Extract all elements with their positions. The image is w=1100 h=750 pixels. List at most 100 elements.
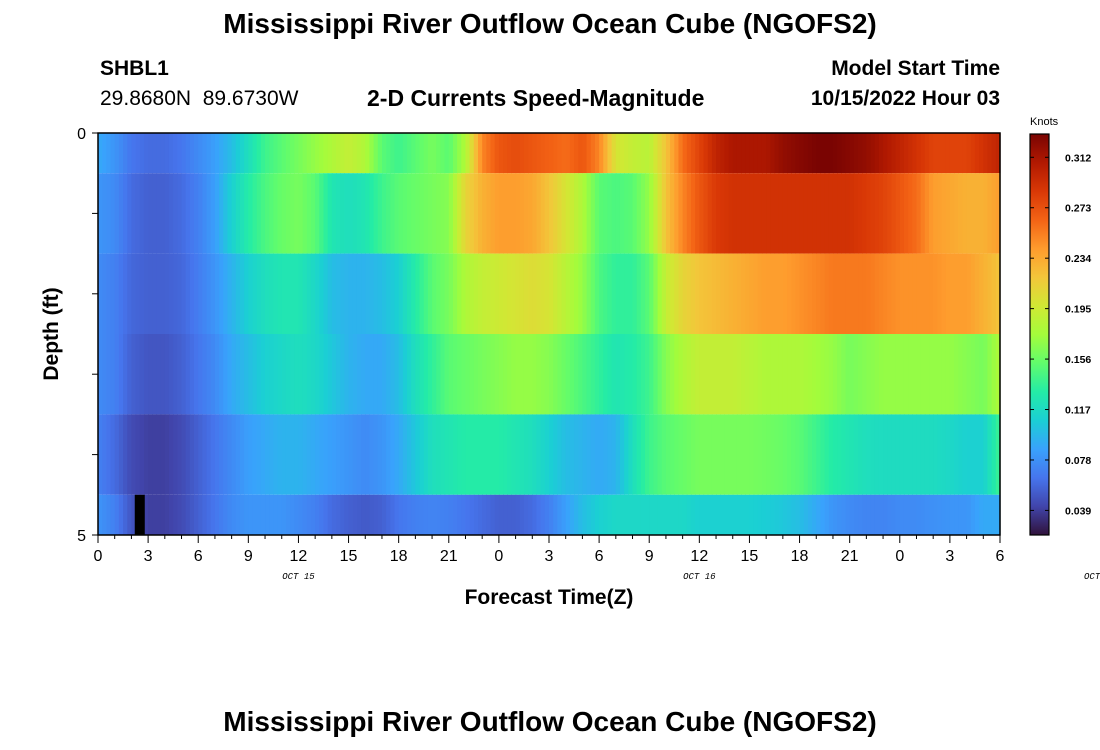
x-tick-label: 0 (494, 548, 503, 565)
heatmap-cell (156, 494, 162, 535)
heatmap-cell (252, 334, 258, 415)
heatmap-cell (473, 414, 479, 495)
heatmap-cell (933, 494, 938, 535)
heatmap-cell (937, 494, 943, 535)
heatmap-cell (327, 334, 333, 415)
heatmap-cell (807, 173, 813, 254)
heatmap-cell (745, 173, 751, 254)
heatmap-cell (954, 173, 959, 254)
heatmap-cell (924, 494, 930, 535)
heatmap-cell (945, 173, 951, 254)
colorbar-tick-label: 0.234 (1065, 253, 1091, 265)
heatmap-cell (461, 334, 467, 415)
heatmap-cell (845, 173, 851, 254)
heatmap-cell (636, 334, 642, 415)
heatmap-cell (991, 494, 997, 535)
heatmap-cell (290, 133, 295, 174)
heatmap-cell (920, 494, 926, 535)
heatmap-cell (407, 133, 412, 174)
heatmap-cell (498, 133, 504, 174)
heatmap-cell (699, 414, 705, 495)
heatmap-cell (832, 414, 838, 495)
heatmap-cell (327, 253, 333, 334)
heatmap-cell (724, 253, 730, 334)
heatmap-cell (181, 334, 187, 415)
heatmap-cell (198, 253, 203, 334)
heatmap-cell (695, 414, 700, 495)
heatmap-cell (774, 334, 780, 415)
heatmap-cell (670, 334, 675, 415)
heatmap-cell (565, 334, 571, 415)
heatmap-cell (736, 494, 742, 535)
heatmap-cell (916, 173, 922, 254)
heatmap-cell (486, 414, 492, 495)
heatmap-cell (628, 173, 634, 254)
heatmap-cell (574, 173, 579, 254)
heatmap-cell (465, 494, 471, 535)
x-tick-label: 21 (841, 548, 859, 565)
heatmap-cell (327, 414, 333, 495)
heatmap-cell (198, 494, 203, 535)
heatmap-cell (624, 173, 629, 254)
heatmap-cell (929, 334, 934, 415)
heatmap-cell (803, 173, 809, 254)
heatmap-cell (724, 334, 730, 415)
heatmap-cell (820, 334, 826, 415)
heatmap-cell (148, 173, 153, 254)
heatmap-cell (444, 253, 450, 334)
heatmap-cell (448, 414, 454, 495)
heatmap-cell (728, 253, 734, 334)
heatmap-cell (824, 133, 830, 174)
heatmap-cell (532, 334, 538, 415)
heatmap-cell (845, 253, 851, 334)
x-tick-label: 6 (595, 548, 604, 565)
heatmap-cell (870, 173, 876, 254)
heatmap-cell (828, 253, 834, 334)
heatmap-cell (903, 494, 909, 535)
heatmap-cell (807, 253, 813, 334)
heatmap-cell (720, 253, 725, 334)
heatmap-cell (974, 414, 980, 495)
heatmap-cell (394, 334, 400, 415)
heatmap-cell (582, 173, 588, 254)
heatmap-cell (244, 173, 249, 254)
heatmap-cell (603, 414, 609, 495)
heatmap-cell (557, 173, 563, 254)
heatmap-cell (983, 253, 989, 334)
heatmap-cell (528, 494, 533, 535)
heatmap-cell (168, 494, 174, 535)
heatmap-cell (853, 133, 859, 174)
heatmap-cell (336, 173, 341, 254)
heatmap-cell (645, 494, 650, 535)
heatmap-cell (323, 173, 329, 254)
heatmap-cell (452, 253, 458, 334)
heatmap-cell (820, 414, 826, 495)
heatmap-cell (427, 133, 433, 174)
heatmap-cell (185, 494, 191, 535)
heatmap-cell (310, 253, 316, 334)
heatmap-cell (181, 414, 187, 495)
heatmap-cell (603, 173, 609, 254)
heatmap-cell (887, 253, 893, 334)
heatmap-cell (741, 173, 746, 254)
heatmap-cell (578, 253, 584, 334)
heatmap-cell (519, 414, 525, 495)
heatmap-cell (954, 253, 959, 334)
heatmap-cell (983, 173, 989, 254)
heatmap-cell (290, 253, 295, 334)
heatmap-cell (131, 414, 137, 495)
heatmap-cell (828, 334, 834, 415)
heatmap-cell (490, 173, 496, 254)
heatmap-cell (365, 414, 371, 495)
heatmap-cell (102, 334, 107, 415)
heatmap-cell (870, 133, 876, 174)
heatmap-cell (523, 173, 529, 254)
heatmap-cell (235, 494, 241, 535)
heatmap-cell (306, 414, 312, 495)
heatmap-cell (123, 334, 128, 415)
heatmap-cell (223, 173, 229, 254)
heatmap-cell (724, 173, 730, 254)
heatmap-cell (670, 494, 675, 535)
heatmap-cell (457, 253, 462, 334)
heatmap-cell (707, 253, 713, 334)
